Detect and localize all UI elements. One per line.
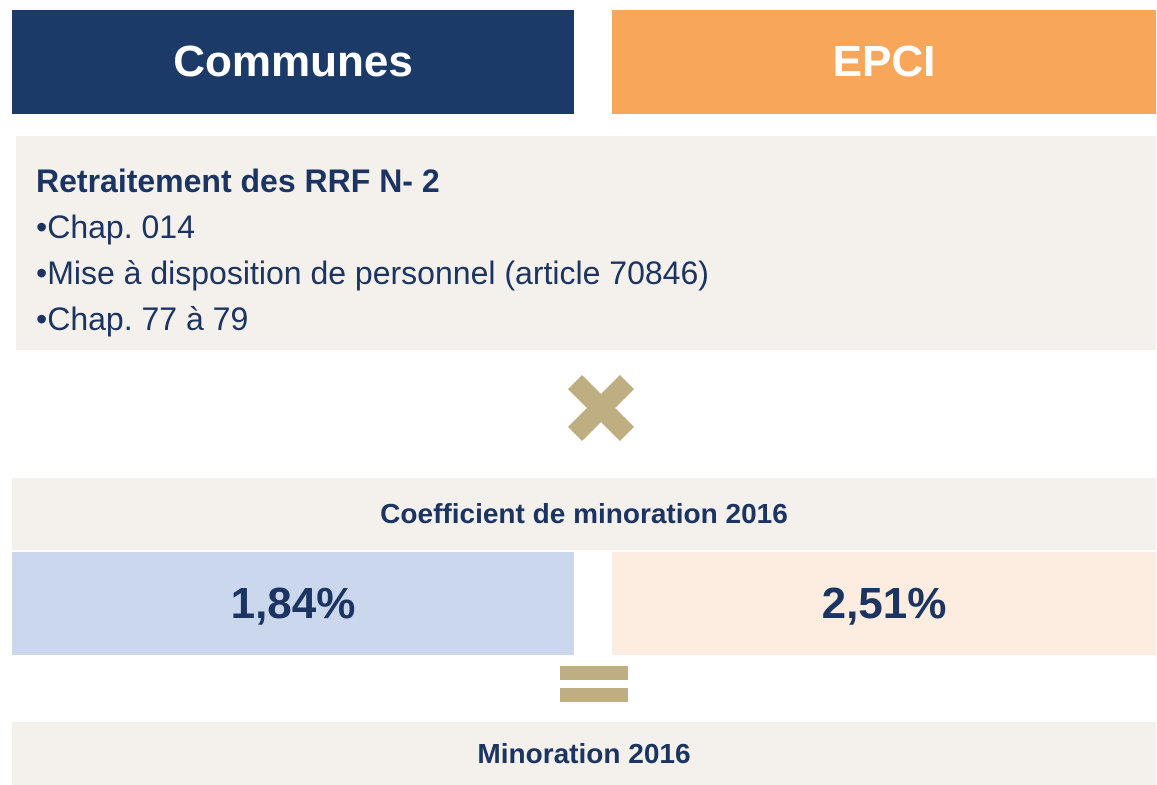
header-right: EPCI [612, 10, 1156, 114]
header-left: Communes [12, 10, 574, 114]
multiply-icon [567, 374, 635, 442]
box: Retraitement des RRF N- 2 •Chap. 014 •Mi… [16, 136, 1156, 350]
box-title: Retraitement des RRF N- 2 [36, 163, 440, 199]
result-label: Minoration 2016 [12, 722, 1156, 785]
coefficient-left: 1,84% [12, 552, 574, 655]
box-item: •Chap. 77 à 79 [36, 301, 249, 337]
coefficient-label: Coefficient de minoration 2016 [12, 478, 1156, 550]
coefficient-right: 2,51% [612, 552, 1156, 655]
equals-icon [560, 666, 628, 702]
box-item: •Chap. 014 [36, 209, 195, 245]
box-item: •Mise à disposition de personnel (articl… [36, 255, 709, 291]
